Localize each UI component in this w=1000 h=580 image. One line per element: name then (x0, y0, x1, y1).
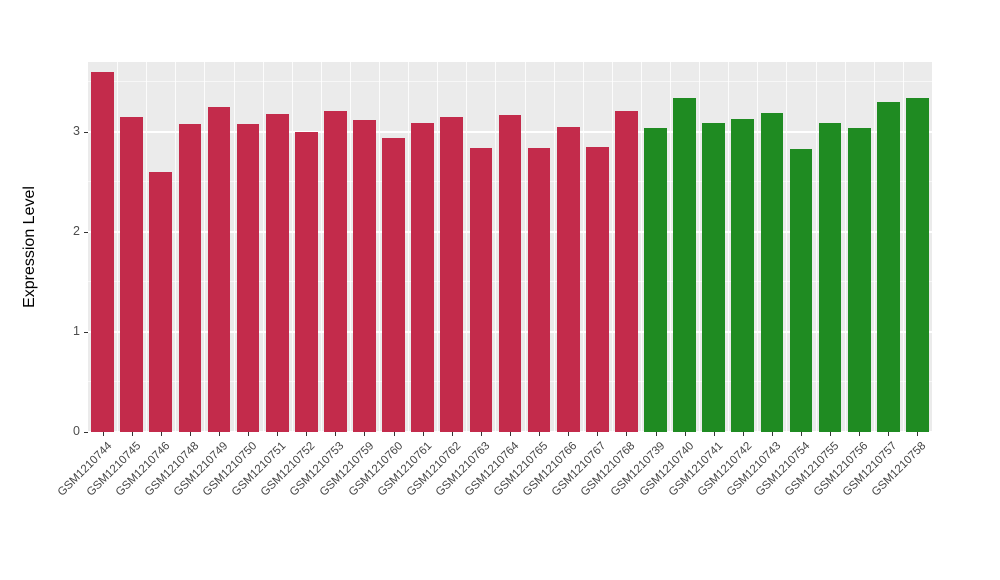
bar (760, 113, 784, 432)
x-tick-mark (771, 432, 773, 436)
bar (673, 98, 696, 432)
y-tick-label: 3 (73, 124, 80, 138)
x-tick-mark (655, 432, 657, 436)
bar (411, 123, 435, 432)
y-tick-label: 2 (73, 224, 80, 238)
x-tick-mark (218, 432, 220, 436)
gridline-vertical (146, 62, 148, 432)
bar (789, 149, 813, 432)
bar (818, 123, 842, 432)
bar (324, 111, 347, 432)
bar (847, 128, 871, 432)
gridline-vertical (815, 62, 817, 432)
x-tick-mark (131, 432, 133, 436)
x-tick-mark (859, 432, 861, 436)
bar (149, 172, 173, 432)
gridline-vertical (699, 62, 701, 432)
x-tick-mark (306, 432, 308, 436)
x-tick-label: GSM1210758 (870, 440, 929, 499)
x-tick-mark (510, 432, 511, 436)
gridline-vertical (117, 62, 119, 432)
gridline-vertical (757, 62, 759, 432)
gridline-vertical (204, 62, 206, 432)
bar (265, 114, 289, 432)
y-axis-title: Expression Level (21, 186, 38, 308)
gridline-vertical (175, 62, 177, 432)
gridline-vertical (844, 62, 846, 432)
x-tick-mark (830, 432, 832, 436)
x-tick-mark (393, 432, 395, 436)
gridline-vertical (495, 62, 497, 432)
bar (527, 148, 551, 432)
y-tick-label: 1 (73, 324, 80, 338)
bar (294, 132, 318, 432)
bar (615, 111, 638, 432)
x-tick-mark (626, 432, 628, 436)
gridline-minor (88, 81, 932, 82)
bar (178, 124, 202, 432)
x-tick-mark (597, 432, 599, 436)
x-tick-mark (422, 432, 424, 436)
bar (91, 72, 114, 432)
gridline-vertical (466, 62, 468, 432)
gridline-vertical (379, 62, 381, 432)
x-tick-mark (335, 432, 337, 436)
bar (353, 120, 376, 432)
gridline-vertical (262, 62, 264, 432)
y-tick-mark (84, 432, 88, 433)
gridline-vertical (320, 62, 322, 432)
gridline-vertical (349, 62, 351, 432)
gridline-vertical (437, 62, 439, 432)
x-tick-mark (248, 432, 250, 436)
gridline-vertical (611, 62, 613, 432)
x-tick-mark (277, 432, 279, 436)
x-tick-mark (480, 432, 482, 436)
bar (556, 127, 580, 432)
bar (440, 117, 464, 432)
gridline-vertical (582, 62, 584, 432)
bar (498, 115, 522, 432)
x-tick-mark (801, 432, 803, 436)
x-tick-mark (451, 432, 453, 436)
gridline-vertical (873, 62, 875, 432)
bar (469, 148, 493, 432)
gridline-vertical (408, 62, 410, 432)
bar (702, 123, 726, 432)
bar (644, 128, 667, 432)
gridline-vertical (553, 62, 555, 432)
gridline-vertical (640, 62, 642, 432)
plot-panel (88, 62, 932, 432)
x-tick-mark (917, 432, 919, 436)
x-tick-mark (102, 432, 104, 436)
x-tick-mark (568, 432, 570, 436)
bar (876, 102, 900, 432)
bar (906, 98, 929, 432)
y-tick-label: 0 (73, 424, 80, 438)
gridline-vertical (670, 62, 672, 432)
bar (585, 147, 609, 432)
x-tick-mark (888, 432, 890, 436)
y-tick-mark (84, 232, 88, 233)
x-tick-mark (189, 432, 191, 436)
bar (731, 119, 755, 432)
gridline-vertical (902, 62, 904, 432)
x-tick-mark (713, 432, 715, 436)
x-tick-mark (539, 432, 541, 436)
x-tick-mark (364, 432, 366, 436)
y-tick-mark (84, 332, 88, 333)
x-tick-mark (742, 432, 744, 436)
bar (236, 124, 260, 432)
x-tick-mark (684, 432, 686, 436)
bar (207, 107, 231, 432)
gridline-vertical (728, 62, 730, 432)
bar (120, 117, 143, 432)
x-tick-mark (160, 432, 162, 436)
gridline-vertical (233, 62, 235, 432)
gridline-vertical (524, 62, 526, 432)
bar (382, 138, 405, 432)
y-tick-mark (84, 132, 88, 133)
gridline-vertical (786, 62, 788, 432)
gridline-vertical (291, 62, 293, 432)
